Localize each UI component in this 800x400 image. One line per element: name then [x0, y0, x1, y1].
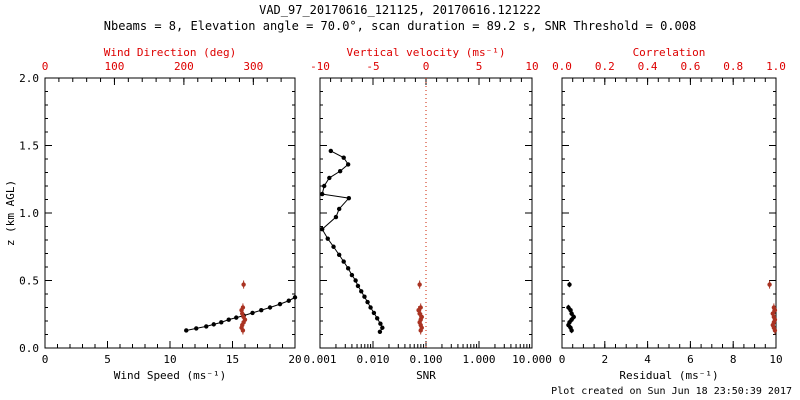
- svg-text:0.2: 0.2: [595, 60, 615, 73]
- svg-text:0.8: 0.8: [723, 60, 743, 73]
- svg-text:10.000: 10.000: [512, 353, 552, 366]
- svg-text:Residual (ms⁻¹): Residual (ms⁻¹): [619, 369, 718, 382]
- svg-text:1.0: 1.0: [766, 60, 786, 73]
- svg-text:0: 0: [42, 353, 49, 366]
- svg-text:1.000: 1.000: [462, 353, 495, 366]
- svg-text:-10: -10: [310, 60, 330, 73]
- svg-text:Wind Direction (deg): Wind Direction (deg): [104, 46, 236, 59]
- svg-text:15: 15: [226, 353, 239, 366]
- svg-text:0.5: 0.5: [19, 275, 39, 288]
- svg-text:200: 200: [174, 60, 194, 73]
- svg-text:Vertical velocity (ms⁻¹): Vertical velocity (ms⁻¹): [347, 46, 506, 59]
- svg-text:1.5: 1.5: [19, 140, 39, 153]
- svg-text:0.100: 0.100: [409, 353, 442, 366]
- plot-title: VAD_97_20170616_121125, 20170616.121222: [259, 3, 541, 17]
- plot-subtitle: Nbeams = 8, Elevation angle = 70.0°, sca…: [103, 19, 697, 33]
- svg-text:1.0: 1.0: [19, 207, 39, 220]
- svg-text:0.6: 0.6: [680, 60, 700, 73]
- svg-text:0.010: 0.010: [356, 353, 389, 366]
- svg-text:0: 0: [423, 60, 430, 73]
- svg-text:8: 8: [730, 353, 737, 366]
- svg-text:SNR: SNR: [416, 369, 436, 382]
- svg-text:4: 4: [644, 353, 651, 366]
- svg-text:5: 5: [476, 60, 483, 73]
- svg-text:2: 2: [601, 353, 608, 366]
- svg-text:Correlation: Correlation: [633, 46, 706, 59]
- svg-text:10: 10: [769, 353, 782, 366]
- plot-credit: Plot created on Sun Jun 18 23:50:39 2017: [551, 386, 792, 397]
- svg-text:0.001: 0.001: [303, 353, 336, 366]
- svg-text:-5: -5: [366, 60, 379, 73]
- svg-text:0.4: 0.4: [638, 60, 658, 73]
- svg-text:0: 0: [42, 60, 49, 73]
- svg-text:0.0: 0.0: [552, 60, 572, 73]
- svg-text:20: 20: [288, 353, 301, 366]
- svg-text:300: 300: [243, 60, 263, 73]
- svg-text:6: 6: [687, 353, 694, 366]
- svg-text:0: 0: [559, 353, 566, 366]
- svg-text:0.0: 0.0: [19, 342, 39, 355]
- svg-text:10: 10: [163, 353, 176, 366]
- svg-text:Wind Speed (ms⁻¹): Wind Speed (ms⁻¹): [114, 369, 227, 382]
- svg-text:10: 10: [525, 60, 538, 73]
- svg-text:2.0: 2.0: [19, 72, 39, 85]
- svg-text:z (km AGL): z (km AGL): [4, 180, 17, 246]
- svg-text:5: 5: [104, 353, 111, 366]
- svg-text:100: 100: [105, 60, 125, 73]
